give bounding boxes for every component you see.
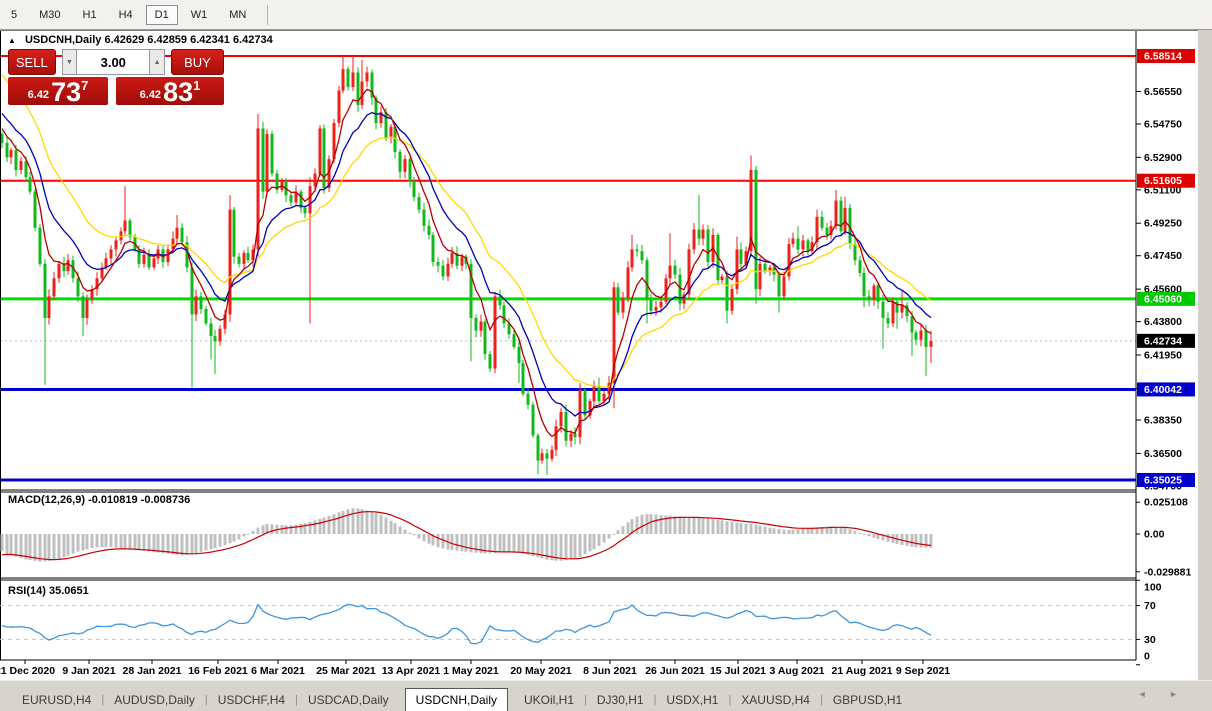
chart-tab-eurusd[interactable]: EURUSD,H4	[22, 693, 92, 707]
svg-text:28 Jan 2021: 28 Jan 2021	[123, 665, 182, 677]
tab-separator: |	[584, 694, 587, 706]
svg-text:9 Sep 2021: 9 Sep 2021	[896, 665, 950, 677]
svg-text:21 Aug 2021: 21 Aug 2021	[832, 665, 893, 677]
svg-text:0.00: 0.00	[1144, 529, 1165, 541]
timeframe-toolbar: 5 M30 H1 H4 D1 W1 MN	[0, 0, 1212, 30]
timeframe-button-h1[interactable]: H1	[82, 8, 97, 21]
tab-separator: |	[204, 694, 208, 706]
tab-separator: |	[728, 694, 732, 706]
svg-text:6.52900: 6.52900	[1144, 152, 1182, 164]
chart-tab-ukoil[interactable]: UKOil,H1	[524, 693, 575, 707]
svg-text:8 Jun 2021: 8 Jun 2021	[583, 665, 637, 677]
svg-text:6.42734: 6.42734	[1144, 335, 1182, 347]
timeframe-button-h4[interactable]: H4	[118, 8, 133, 21]
svg-text:6.54750: 6.54750	[1144, 118, 1182, 130]
svg-text:30: 30	[1144, 634, 1156, 646]
svg-text:-0.029881: -0.029881	[1144, 566, 1191, 578]
svg-text:16 Feb 2021: 16 Feb 2021	[188, 665, 248, 677]
svg-text:1 May 2021: 1 May 2021	[443, 665, 499, 677]
svg-text:15 Jul 2021: 15 Jul 2021	[710, 665, 766, 677]
svg-text:25 Mar 2021: 25 Mar 2021	[316, 665, 376, 677]
chart-tab-usdx[interactable]: USDX,H1	[666, 693, 719, 707]
chart-title: ▲ USDCNH,Daily 6.42629 6.42859 6.42341 6…	[8, 34, 273, 46]
ask-price-button[interactable]: 6.42 83 1	[116, 77, 224, 107]
svg-text:13 Apr 2021: 13 Apr 2021	[382, 665, 441, 677]
timeframe-button-d1[interactable]: D1	[145, 4, 178, 25]
svg-text:6.58514: 6.58514	[1144, 51, 1182, 63]
bid-price-button[interactable]: 6.42 73 7	[8, 77, 108, 107]
chart-canvas[interactable]: 6.565506.547506.529006.511006.492506.474…	[0, 0, 1212, 680]
svg-text:6.47450: 6.47450	[1144, 250, 1182, 262]
ask-small: 6.42	[139, 89, 162, 101]
svg-text:100: 100	[1144, 582, 1162, 594]
svg-text:6.45060: 6.45060	[1144, 293, 1182, 305]
chart-tab-usdcnh[interactable]: USDCNH,Daily	[404, 688, 508, 711]
candles	[0, 56, 933, 476]
svg-text:6.36500: 6.36500	[1144, 448, 1182, 460]
ohlc-low: 6.42341	[190, 34, 230, 46]
ohlc-high: 6.42859	[147, 34, 188, 46]
bid-big: 73	[51, 77, 82, 107]
chart-tab-dj30[interactable]: DJ30,H1	[596, 693, 644, 707]
chart-tab-audusd[interactable]: AUDUSD,Daily	[114, 693, 195, 707]
chart-tab-bar: EURUSD,H4 | AUDUSD,Daily | USDCHF,H4 | USDCAD,…	[0, 680, 1212, 711]
ohlc-open: 6.42629	[104, 34, 145, 46]
window-edge	[1198, 30, 1212, 710]
chart-tab-usdchf[interactable]: USDCHF,H4	[217, 693, 286, 707]
chart-tab-gbpusd[interactable]: GBPUSD,H1	[832, 693, 903, 707]
svg-text:6.41950: 6.41950	[1144, 349, 1182, 361]
timeframe-button-m30[interactable]: M30	[39, 8, 61, 21]
svg-text:6.56550: 6.56550	[1144, 86, 1182, 98]
tab-separator: |	[101, 694, 105, 706]
svg-text:RSI(14) 35.0651: RSI(14) 35.0651	[8, 585, 89, 597]
tab-separator: |	[653, 694, 657, 706]
chart-tab-xauusd[interactable]: XAUUSD,H4	[741, 693, 810, 707]
chart-tab-usdcad[interactable]: USDCAD,Daily	[307, 693, 389, 707]
timeframe-button-w1[interactable]: W1	[190, 8, 208, 21]
svg-text:26 Jun 2021: 26 Jun 2021	[645, 665, 705, 677]
svg-text:3 Aug 2021: 3 Aug 2021	[769, 665, 824, 677]
timeframe-button-mn[interactable]: MN	[229, 8, 247, 21]
chevron-down-icon: ▼	[65, 58, 73, 66]
svg-text:0.025108: 0.025108	[1144, 497, 1188, 509]
tab-separator: |	[819, 694, 823, 706]
volume-increase-button[interactable]: ▲	[149, 49, 165, 75]
svg-text:0: 0	[1144, 651, 1150, 663]
timeframe-button-5[interactable]: 5	[11, 8, 18, 21]
chevron-up-icon: ▲	[153, 58, 161, 66]
svg-text:6.38350: 6.38350	[1144, 414, 1182, 426]
sell-button[interactable]: SELL	[8, 49, 56, 75]
bid-small: 6.42	[27, 89, 50, 101]
bid-sup: 7	[81, 78, 89, 93]
tab-separator: |	[295, 694, 298, 706]
buy-button[interactable]: BUY	[170, 49, 224, 75]
tab-scroll-arrows[interactable]: ◄ ►	[1137, 689, 1188, 699]
svg-text:MACD(12,26,9) -0.010819 -0.008: MACD(12,26,9) -0.010819 -0.008736	[8, 494, 190, 506]
volume-input[interactable]	[77, 49, 150, 75]
one-click-trading-panel: SELL ▼ ▲ BUY 6.42 73 7 6.42 83 1	[8, 49, 224, 107]
volume-decrease-button[interactable]: ▼	[61, 49, 78, 75]
svg-text:21 Dec 2020: 21 Dec 2020	[0, 665, 55, 677]
svg-text:6.49250: 6.49250	[1144, 218, 1182, 230]
ask-big: 83	[163, 77, 194, 107]
svg-text:70: 70	[1144, 600, 1156, 612]
symbol-label: USDCNH,Daily	[24, 34, 102, 46]
collapse-arrow-icon[interactable]: ▲	[8, 36, 16, 45]
svg-text:20 May 2021: 20 May 2021	[510, 665, 571, 677]
chart-window[interactable]: 6.56550 6.54750 6.52900 6.51100 6.49250 6.474…	[0, 30, 1198, 680]
ask-sup: 1	[193, 78, 201, 93]
svg-text:6.40042: 6.40042	[1144, 384, 1182, 396]
svg-text:6.43800: 6.43800	[1144, 316, 1182, 328]
svg-text:6 Mar 2021: 6 Mar 2021	[251, 665, 305, 677]
svg-text:9 Jan 2021: 9 Jan 2021	[62, 665, 115, 677]
toolbar-divider	[267, 4, 269, 25]
svg-text:6.35025: 6.35025	[1144, 474, 1182, 486]
ohlc-close: 6.42734	[232, 34, 273, 46]
svg-text:6.51605: 6.51605	[1144, 175, 1182, 187]
